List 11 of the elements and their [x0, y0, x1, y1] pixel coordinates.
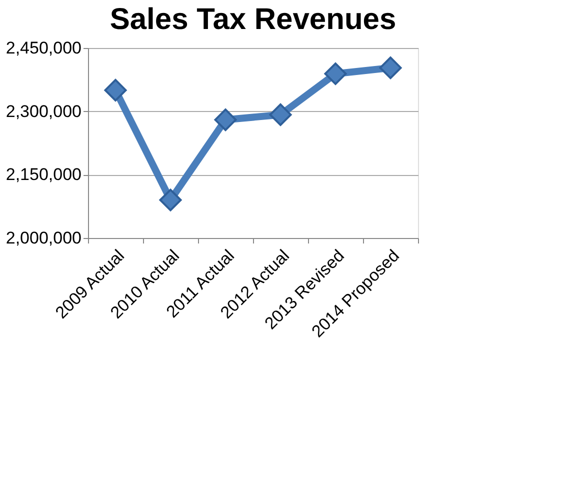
- point: [104, 78, 127, 102]
- point: [159, 188, 182, 212]
- y-tick-label: 2,450,000: [6, 38, 82, 58]
- y-tick-label: 2,000,000: [6, 228, 82, 248]
- y-tick-label: 2,300,000: [6, 102, 82, 121]
- point: [379, 56, 402, 80]
- point: [269, 103, 292, 126]
- point: [324, 62, 347, 86]
- y-tick-label: 2,150,000: [6, 165, 82, 184]
- chart-title: Sales Tax Revenues: [110, 3, 396, 36]
- point: [214, 108, 237, 132]
